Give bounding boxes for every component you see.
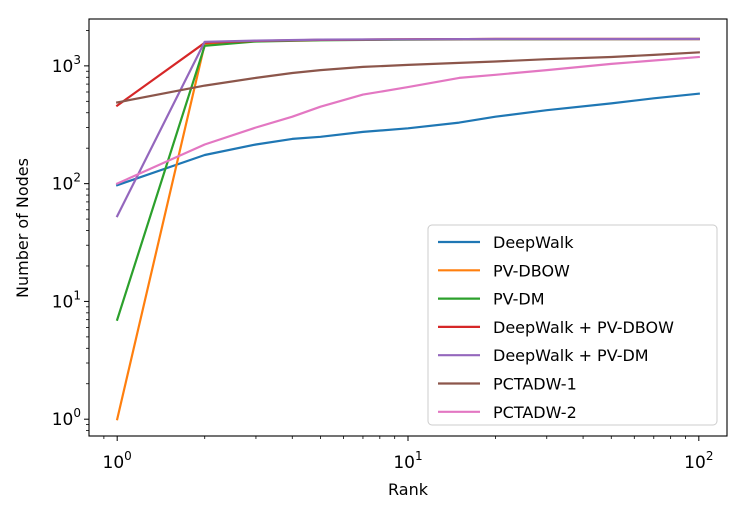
legend-label-pv-dbow: PV-DBOW bbox=[493, 261, 570, 280]
legend-label-deepwalk: DeepWalk bbox=[493, 233, 574, 252]
x-tick-label: 102 bbox=[684, 449, 713, 473]
legend: DeepWalk PV-DBOW PV-DM DeepWalk + PV-DBOW De… bbox=[427, 224, 718, 426]
y-axis-label: Number of Nodes bbox=[13, 158, 32, 298]
series-line-pctadw-2 bbox=[115, 55, 700, 186]
series-line-pctadw-1 bbox=[115, 51, 700, 104]
legend-label-pctadw-1: PCTADW-1 bbox=[493, 375, 577, 394]
y-tick-label: 103 bbox=[52, 53, 81, 77]
series-line-deepwalk bbox=[115, 92, 701, 187]
legend-label-pv-dm: PV-DM bbox=[493, 290, 545, 309]
legend-label-deepwalk-pv-dm: DeepWalk + PV-DM bbox=[493, 346, 649, 365]
x-axis-label: Rank bbox=[388, 480, 429, 499]
y-tick-label: 102 bbox=[52, 171, 81, 195]
x-tick-label: 100 bbox=[103, 449, 132, 473]
legend-label-deepwalk-pv-dbow: DeepWalk + PV-DBOW bbox=[493, 318, 674, 337]
legend-label-pctadw-2: PCTADW-2 bbox=[493, 403, 577, 422]
series-line-deepwalk-pv-dm bbox=[115, 37, 700, 218]
y-tick-label: 101 bbox=[52, 288, 81, 312]
ticks-layer: 100 101 102 100 101 102 103 bbox=[52, 30, 713, 473]
legend-box bbox=[427, 224, 718, 426]
series-layer bbox=[115, 37, 701, 421]
y-tick-label: 100 bbox=[52, 406, 81, 430]
x-tick-label: 101 bbox=[393, 449, 422, 473]
